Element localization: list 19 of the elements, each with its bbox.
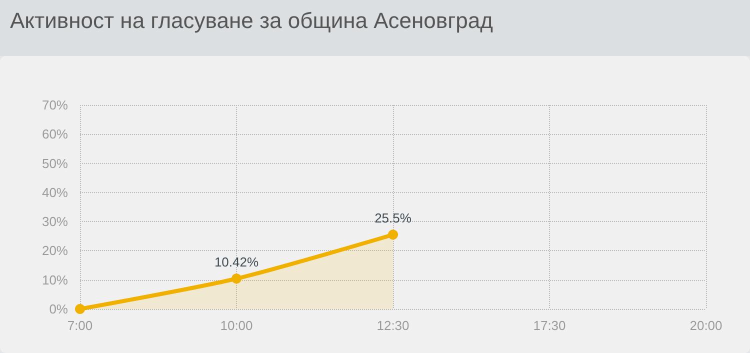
x-tick-label: 17:30 <box>533 318 566 333</box>
y-tick-label: 50% <box>42 156 68 171</box>
y-tick-label: 10% <box>42 272 68 288</box>
y-tick-label: 20% <box>42 243 68 258</box>
x-tick-label: 20:00 <box>690 318 722 333</box>
data-label: 10.42% <box>214 254 259 270</box>
chart-title: Активност на гласуване за община Асеновград <box>0 0 750 56</box>
data-label: 25.5% <box>374 210 412 226</box>
point <box>75 304 85 314</box>
y-tick-label: 60% <box>42 126 68 142</box>
point <box>232 274 242 284</box>
y-tick-label: 70% <box>42 98 68 112</box>
y-tick-label: 30% <box>42 214 68 230</box>
x-tick-label: 7:00 <box>67 318 93 333</box>
y-tick-label: 40% <box>42 184 68 200</box>
x-tick-label: 12:30 <box>376 318 410 333</box>
x-tick-label: 10:00 <box>220 318 253 333</box>
point <box>388 230 398 240</box>
y-tick-label: 0% <box>49 302 68 316</box>
